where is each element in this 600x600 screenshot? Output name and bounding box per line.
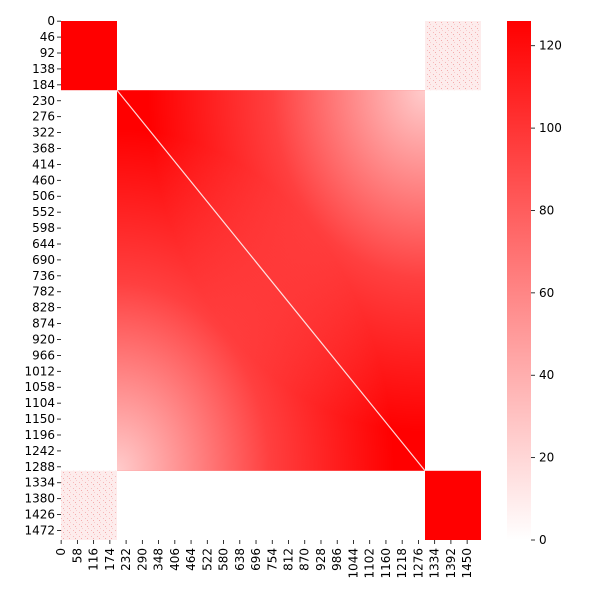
y-tick-label-6: 276 <box>32 110 55 124</box>
x-tick-label-11: 638 <box>233 548 247 571</box>
x-tick-label-0: 0 <box>54 548 68 556</box>
y-tick-label-16: 736 <box>32 269 55 283</box>
y-tick-label-10: 460 <box>32 173 55 187</box>
y-tick-label-18: 828 <box>32 301 55 315</box>
y-tick-label-29: 1334 <box>24 476 55 490</box>
y-tick-label-12: 552 <box>32 205 55 219</box>
colorbar-tick-label-6: 120 <box>539 39 562 53</box>
x-tick-label-20: 1160 <box>379 548 393 579</box>
x-tick-label-16: 928 <box>314 548 328 571</box>
y-tick-label-25: 1150 <box>24 412 55 426</box>
colorbar-tick-label-4: 80 <box>539 203 554 217</box>
y-tick-label-3: 138 <box>32 62 55 76</box>
y-tick-label-5: 230 <box>32 94 55 108</box>
y-tick-label-8: 368 <box>32 142 55 156</box>
y-tick-label-24: 1104 <box>24 396 55 410</box>
x-tick-label-19: 1102 <box>363 548 377 579</box>
y-tick-label-13: 598 <box>32 221 55 235</box>
heatmap-block-a <box>61 21 117 91</box>
x-tick-label-12: 696 <box>249 548 263 571</box>
y-tick-label-28: 1288 <box>24 460 55 474</box>
x-tick-label-6: 348 <box>152 548 166 571</box>
colorbar-tick-label-2: 40 <box>539 368 554 382</box>
x-tick-label-3: 174 <box>103 548 117 571</box>
x-tick-label-17: 986 <box>330 548 344 571</box>
y-tick-label-7: 322 <box>32 126 55 140</box>
x-tick-label-10: 580 <box>217 548 231 571</box>
y-tick-label-19: 874 <box>32 317 55 331</box>
y-tick-label-0: 0 <box>47 14 55 28</box>
x-tick-label-23: 1334 <box>428 548 442 579</box>
x-tick-label-15: 870 <box>298 548 312 571</box>
y-tick-label-11: 506 <box>32 189 55 203</box>
colorbar-tick-label-1: 20 <box>539 451 554 465</box>
heatmap-plot-area <box>61 21 481 540</box>
y-tick-label-22: 1012 <box>24 364 55 378</box>
y-tick-label-30: 1380 <box>24 492 55 506</box>
y-tick-label-1: 46 <box>40 30 55 44</box>
heatmap-offdiag-block-2 <box>61 470 117 540</box>
y-tick-label-14: 644 <box>32 237 55 251</box>
x-tick-label-21: 1218 <box>395 548 409 579</box>
colorbar-tick-label-0: 0 <box>539 533 547 547</box>
x-tick-label-25: 1450 <box>460 548 474 579</box>
y-tick-label-4: 184 <box>32 78 55 92</box>
colorbar-tick-label-5: 100 <box>539 121 562 135</box>
x-tick-label-18: 1044 <box>346 548 360 579</box>
colorbar: 0 20 40 60 80 100 120 <box>507 21 562 547</box>
colorbar-tick-label-3: 60 <box>539 286 554 300</box>
x-tick-label-13: 754 <box>265 548 279 571</box>
y-tick-label-32: 1472 <box>24 523 55 537</box>
y-tick-label-17: 782 <box>32 285 55 299</box>
x-axis: 0 58 116 174 232 290 348 406 464 522 580 638 696 754 8… <box>54 540 474 579</box>
y-tick-label-27: 1242 <box>24 444 55 458</box>
x-tick-label-5: 290 <box>135 548 149 571</box>
y-tick-label-23: 1058 <box>24 380 55 394</box>
x-tick-label-4: 232 <box>119 548 133 571</box>
x-tick-label-9: 522 <box>200 548 214 571</box>
x-tick-label-24: 1392 <box>444 548 458 579</box>
heatmap-diagonal-line <box>116 89 426 472</box>
heatmap-block-c <box>425 470 481 540</box>
y-tick-label-15: 690 <box>32 253 55 267</box>
x-tick-label-8: 464 <box>184 548 198 571</box>
x-tick-label-7: 406 <box>168 548 182 571</box>
y-tick-label-20: 920 <box>32 332 55 346</box>
x-tick-label-1: 58 <box>70 548 84 563</box>
x-tick-label-2: 116 <box>87 548 101 571</box>
y-tick-label-2: 92 <box>40 46 55 60</box>
y-tick-label-31: 1426 <box>24 508 55 522</box>
y-tick-label-26: 1196 <box>24 428 55 442</box>
y-tick-label-9: 414 <box>32 157 55 171</box>
x-tick-label-14: 812 <box>282 548 296 571</box>
x-tick-label-22: 1276 <box>411 548 425 579</box>
colorbar-gradient <box>507 21 531 540</box>
y-tick-label-21: 966 <box>32 348 55 362</box>
heatmap-offdiag-block-1 <box>425 21 481 91</box>
